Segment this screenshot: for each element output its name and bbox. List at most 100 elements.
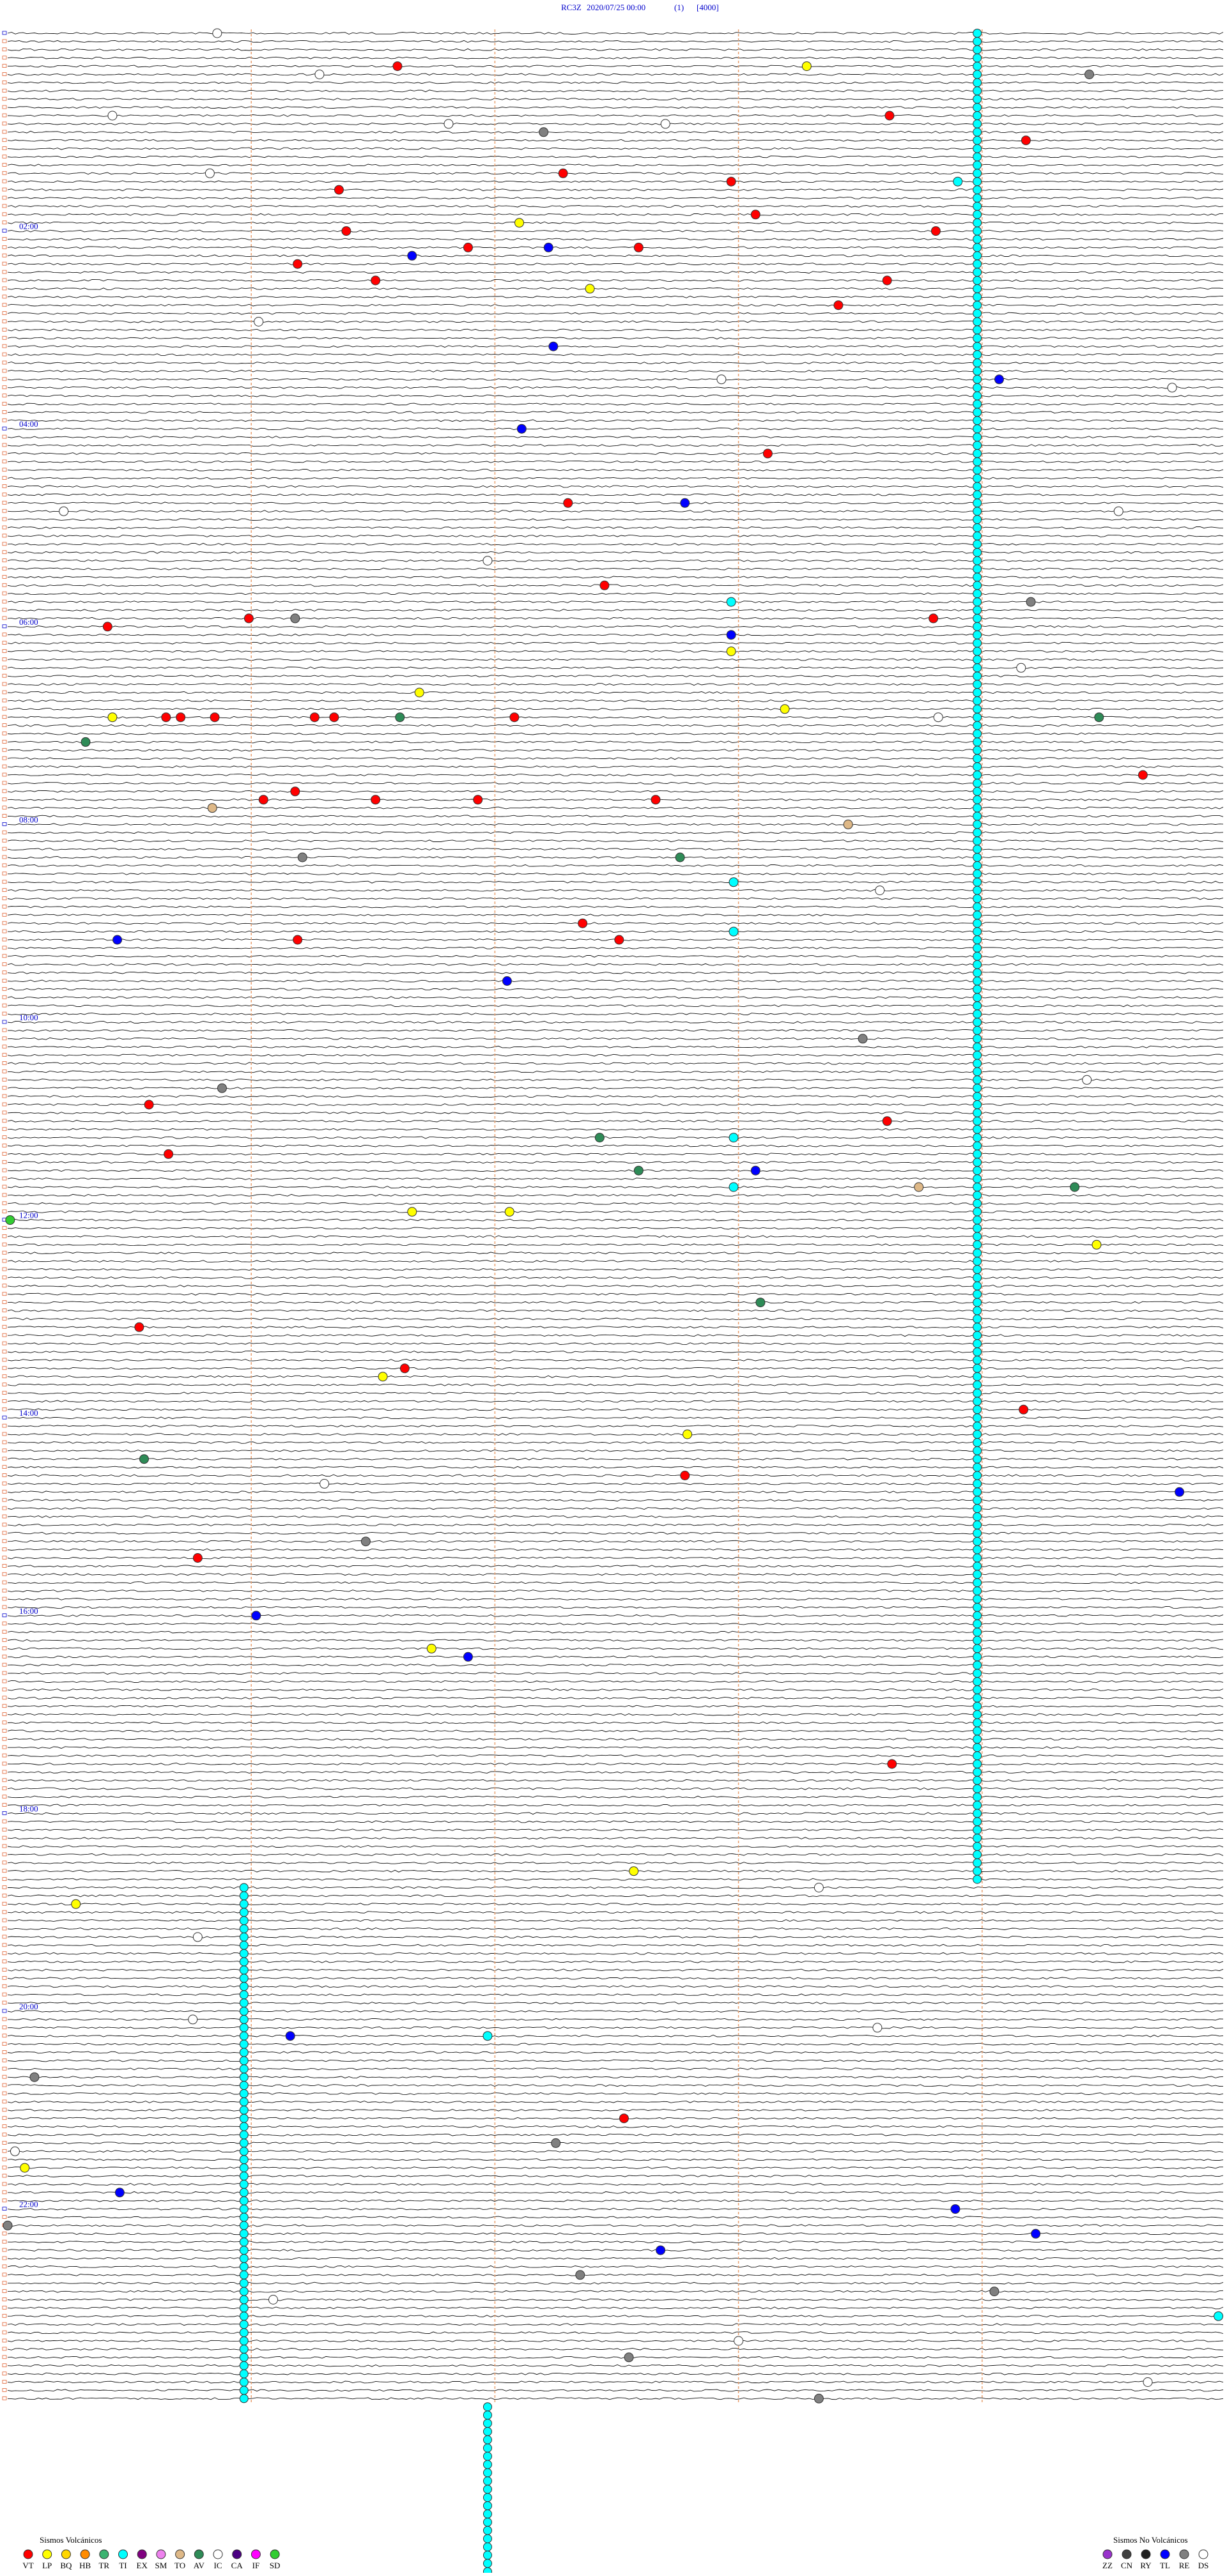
tremor-event: [973, 704, 982, 714]
tremor-event: [482, 2468, 492, 2478]
trace: [7, 1021, 1224, 1023]
row-marker: [2, 237, 7, 241]
trace: [7, 2216, 1224, 2219]
trace: [7, 658, 1224, 661]
row-marker: [2, 2380, 7, 2384]
tremor-event: [973, 1413, 982, 1423]
event: [243, 613, 254, 624]
row-marker: [2, 946, 7, 950]
row-marker: [2, 1646, 7, 1650]
tremor-event: [973, 1850, 982, 1859]
trace: [7, 1054, 1224, 1057]
row-marker: [2, 2388, 7, 2392]
tremor-event: [973, 1834, 982, 1843]
tremor-event: [973, 885, 982, 895]
tremor-event: [973, 1430, 982, 1439]
trace: [8, 2018, 1224, 2021]
legend-swatch: [1198, 2549, 1208, 2559]
row-marker: [2, 1184, 7, 1189]
tremor-event: [482, 2501, 492, 2510]
trace: [7, 98, 1224, 101]
row-marker: [2, 96, 7, 101]
tremor-event: [973, 531, 982, 540]
row-marker: [2, 1498, 7, 1502]
row-marker: [2, 2347, 7, 2351]
tremor-event: [973, 1660, 982, 1670]
event: [1082, 1075, 1092, 1085]
tremor-event: [973, 1520, 982, 1529]
trace: [7, 1169, 1224, 1172]
row-marker: [2, 434, 7, 439]
tremor-event: [973, 1059, 982, 1068]
event: [1084, 70, 1095, 79]
tremor-event: [973, 1586, 982, 1596]
row-marker: [2, 937, 7, 942]
tremor-event: [973, 1067, 982, 1077]
row-marker: [2, 1844, 7, 1848]
row-marker: [2, 245, 7, 249]
hour-label: 18:00: [19, 1804, 38, 1813]
row-marker: [2, 303, 7, 307]
row-marker: [2, 1869, 7, 1873]
row-marker: [2, 1094, 7, 1098]
row-marker: [2, 871, 7, 876]
tremor-event: [973, 1627, 982, 1637]
event: [320, 1478, 330, 1489]
event: [543, 242, 553, 252]
row-marker: [2, 1679, 7, 1683]
event: [509, 712, 520, 723]
row-marker: [2, 822, 7, 826]
tremor-event: [973, 366, 982, 376]
event: [1031, 2228, 1041, 2239]
tremor-event: [239, 1990, 249, 2000]
tremor-event: [973, 1009, 982, 1019]
row-marker: [2, 599, 7, 604]
row-marker: [2, 632, 7, 637]
row-marker: [2, 2099, 7, 2104]
trace: [7, 1763, 1224, 1765]
event: [1175, 1487, 1185, 1497]
row-marker: [2, 1811, 7, 1815]
trace: [7, 1886, 1224, 1889]
row-marker: [2, 1597, 7, 1601]
event: [10, 2146, 20, 2156]
tremor-event: [239, 2212, 249, 2222]
row-marker: [2, 1580, 7, 1584]
tremor-event: [973, 1751, 982, 1761]
event: [20, 2163, 30, 2173]
row-marker: [2, 1984, 7, 1988]
event: [614, 935, 624, 945]
tremor-event: [973, 985, 982, 994]
row-marker: [2, 1383, 7, 1387]
trace: [7, 1227, 1224, 1230]
tremor-event: [973, 325, 982, 335]
trace: [7, 1713, 1224, 1716]
tremor-event: [973, 1817, 982, 1827]
tremor-event: [239, 2163, 249, 2173]
trace: [8, 65, 1224, 68]
trace: [7, 1013, 1224, 1016]
tremor-event: [239, 2254, 249, 2263]
row-marker: [2, 1028, 7, 1032]
row-marker: [2, 2074, 7, 2079]
tremor-event: [239, 2352, 249, 2362]
tremor-event: [973, 836, 982, 846]
row-marker: [2, 1556, 7, 1560]
tremor-event: [239, 2007, 249, 2016]
tremor-event: [973, 663, 982, 673]
trace: [7, 386, 1224, 389]
tremor-event: [239, 1957, 249, 1966]
event: [210, 712, 220, 723]
tremor-event: [239, 2262, 249, 2271]
tremor-event: [239, 2237, 249, 2247]
tremor-event: [239, 1998, 249, 2008]
trace: [7, 229, 1224, 233]
event: [914, 1182, 924, 1192]
tremor-event: [973, 845, 982, 854]
trace: [7, 1738, 1224, 1741]
tremor-event: [973, 1496, 982, 1505]
tremor-event: [239, 2328, 249, 2338]
tremor-event: [973, 1265, 982, 1274]
row-marker: [2, 1036, 7, 1041]
row-marker: [2, 698, 7, 703]
